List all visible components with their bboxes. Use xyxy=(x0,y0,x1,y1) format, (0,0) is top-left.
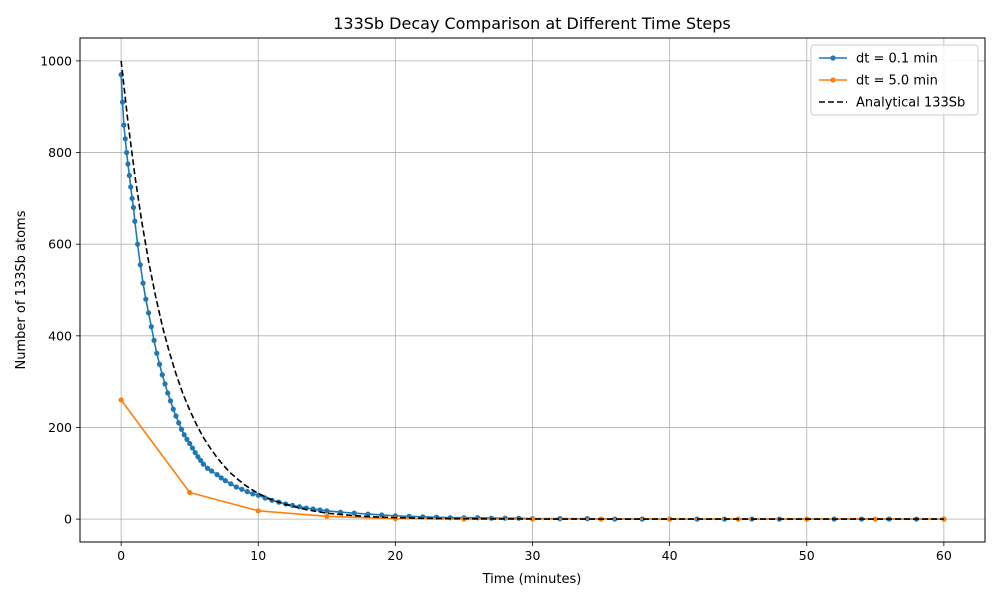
x-axis-ticks: 0 10 20 30 40 50 60 xyxy=(117,542,952,563)
data-point xyxy=(170,406,176,412)
data-point xyxy=(189,445,196,451)
legend: dt = 0.1 min dt = 5.0 min Analytical 133Sb xyxy=(810,44,979,116)
x-tick-label: 60 xyxy=(936,548,952,563)
data-point xyxy=(151,337,157,343)
data-point xyxy=(516,515,522,521)
data-point xyxy=(176,420,182,426)
x-tick-label: 40 xyxy=(662,548,678,563)
y-tick-label: 200 xyxy=(48,420,72,435)
data-point xyxy=(255,508,261,514)
data-point xyxy=(187,489,193,496)
data-point xyxy=(324,513,330,519)
data-point xyxy=(244,489,250,495)
data-point xyxy=(941,516,947,522)
data-point xyxy=(192,450,198,456)
data-point xyxy=(529,516,536,522)
y-tick-label: 800 xyxy=(48,145,72,160)
data-point xyxy=(167,398,174,404)
data-point xyxy=(165,390,171,396)
data-point xyxy=(365,511,371,517)
y-tick-label: 1000 xyxy=(40,53,72,68)
data-point xyxy=(119,99,126,105)
x-tick-label: 20 xyxy=(387,548,403,563)
legend-item: Analytical 133Sb xyxy=(819,96,965,111)
data-point xyxy=(667,516,673,522)
data-point xyxy=(134,241,141,247)
data-point xyxy=(148,324,154,330)
series-layer xyxy=(118,60,947,522)
data-point xyxy=(159,372,165,378)
data-point xyxy=(872,516,878,522)
legend-item: dt = 0.1 min xyxy=(819,52,938,67)
y-tick-label: 0 xyxy=(64,512,72,527)
data-point xyxy=(125,161,131,167)
x-tick-label: 0 xyxy=(117,548,125,563)
grid xyxy=(80,38,985,542)
data-point xyxy=(173,413,179,419)
data-point xyxy=(143,296,149,302)
data-point xyxy=(122,136,128,142)
data-point xyxy=(351,510,357,516)
data-point xyxy=(132,218,138,224)
chart-title: 133Sb Decay Comparison at Different Time… xyxy=(333,14,731,33)
data-point xyxy=(214,472,220,478)
data-point xyxy=(154,350,160,356)
legend-box xyxy=(810,44,979,116)
x-tick-label: 50 xyxy=(799,548,815,563)
legend-marker xyxy=(830,55,836,61)
x-tick-label: 30 xyxy=(525,548,541,563)
data-point xyxy=(379,512,385,518)
data-point xyxy=(184,436,190,442)
data-point xyxy=(324,508,330,514)
data-point xyxy=(209,468,215,474)
data-point xyxy=(218,475,224,481)
data-point xyxy=(222,478,228,484)
data-point xyxy=(126,172,132,179)
data-point xyxy=(162,381,168,387)
y-axis-ticks: 0 200 400 600 800 1000 xyxy=(40,53,80,527)
data-point xyxy=(233,484,239,490)
data-point xyxy=(129,195,135,201)
data-point xyxy=(198,457,204,464)
legend-item: dt = 5.0 min xyxy=(819,74,938,89)
data-point xyxy=(145,310,152,316)
data-point xyxy=(296,504,302,510)
data-point xyxy=(187,440,193,447)
data-point xyxy=(124,149,130,156)
data-point xyxy=(156,361,163,367)
y-tick-label: 600 xyxy=(48,237,72,252)
legend-marker xyxy=(830,77,836,83)
data-point xyxy=(317,507,323,513)
series-3 xyxy=(120,60,944,520)
legend-label: Analytical 133Sb xyxy=(856,96,965,111)
data-point xyxy=(121,122,127,128)
data-point xyxy=(239,486,245,492)
y-tick-label: 400 xyxy=(48,328,72,343)
series-line xyxy=(120,60,944,520)
data-point xyxy=(195,454,201,460)
data-point xyxy=(140,280,146,286)
data-point xyxy=(204,465,211,471)
data-point xyxy=(137,262,143,268)
data-point xyxy=(118,397,124,403)
legend-label: dt = 5.0 min xyxy=(856,74,938,89)
legend-label: dt = 0.1 min xyxy=(856,52,938,67)
data-point xyxy=(130,204,137,211)
data-point xyxy=(200,461,207,467)
x-axis-label: Time (minutes) xyxy=(482,572,582,587)
x-tick-label: 10 xyxy=(250,548,266,563)
data-point xyxy=(181,432,187,438)
data-point xyxy=(250,491,256,497)
data-point xyxy=(337,509,344,515)
y-axis-label: Number of 133Sb atoms xyxy=(14,210,29,369)
data-point xyxy=(128,184,134,190)
data-point xyxy=(228,481,234,487)
data-point xyxy=(178,426,185,432)
